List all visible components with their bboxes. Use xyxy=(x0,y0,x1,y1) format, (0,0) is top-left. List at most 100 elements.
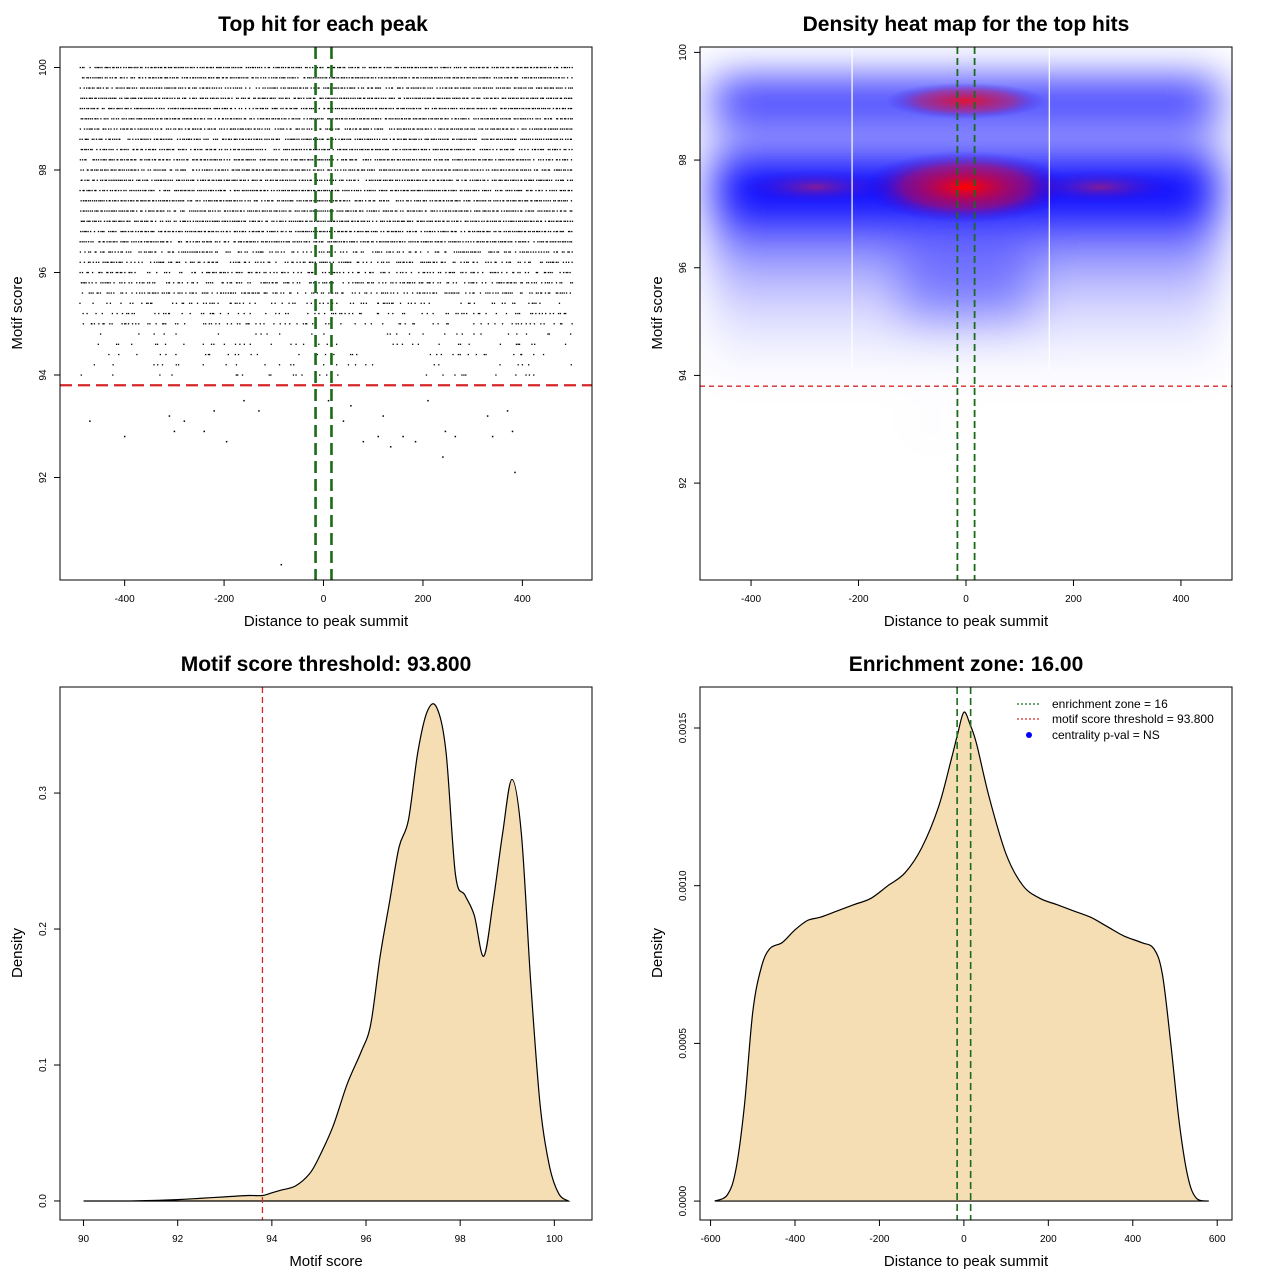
scatter-point xyxy=(159,353,161,356)
scatter-point xyxy=(140,87,142,89)
scatter-point xyxy=(86,220,88,222)
scatter-point xyxy=(156,107,158,110)
scatter-point xyxy=(80,200,82,202)
scatter-point xyxy=(416,77,418,79)
scatter-point xyxy=(85,200,88,202)
scatter-point xyxy=(521,251,524,253)
scatter-point xyxy=(290,128,292,130)
scatter-point xyxy=(507,87,509,89)
scatter-point xyxy=(460,271,462,274)
scatter-point xyxy=(282,128,285,130)
scatter-point xyxy=(216,241,218,243)
scatter-point xyxy=(215,271,217,274)
scatter-point xyxy=(372,282,375,284)
scatter-point xyxy=(203,312,205,315)
scatter-point xyxy=(200,189,203,192)
scatter-point xyxy=(454,230,456,233)
scatter-point xyxy=(370,118,373,120)
scatter-point xyxy=(112,374,114,376)
scatter-point xyxy=(129,66,131,69)
scatter-point xyxy=(151,302,153,304)
scatter-point xyxy=(318,118,320,120)
scatter-point xyxy=(563,271,565,274)
scatter-point xyxy=(121,312,124,315)
scatter-point xyxy=(289,128,291,130)
scatter-point xyxy=(115,261,118,263)
scatter-point xyxy=(303,210,305,212)
scatter-point xyxy=(384,138,386,140)
scatter-point xyxy=(94,77,96,79)
scatter-point xyxy=(467,189,470,192)
scatter-point xyxy=(352,282,354,284)
scatter-point xyxy=(501,159,503,161)
scatter-point xyxy=(555,220,558,222)
scatter-point xyxy=(343,87,346,89)
scatter-point xyxy=(527,251,529,253)
scatter-point xyxy=(294,179,297,181)
scatter-point xyxy=(119,77,122,79)
scatter-point xyxy=(374,230,377,233)
scatter-point xyxy=(121,230,124,233)
scatter-point xyxy=(100,220,102,222)
scatter-point xyxy=(521,148,523,151)
scatter-point xyxy=(455,220,458,222)
scatter-point xyxy=(265,107,267,110)
scatter-point xyxy=(316,353,319,356)
scatter-point xyxy=(225,179,228,181)
scatter-point xyxy=(121,97,123,99)
scatter-point xyxy=(182,302,185,304)
scatter-point xyxy=(177,77,179,79)
scatter-point xyxy=(131,343,133,345)
scatter-point xyxy=(140,118,143,120)
scatter-point xyxy=(211,312,214,315)
scatter-point xyxy=(245,159,247,161)
scatter-point xyxy=(197,210,199,212)
scatter-point xyxy=(556,148,558,151)
scatter-point xyxy=(321,179,323,181)
scatter-point xyxy=(278,118,280,120)
scatter-point xyxy=(329,282,331,284)
scatter-point xyxy=(347,220,350,222)
scatter-point xyxy=(507,282,509,284)
scatter-point xyxy=(457,87,459,89)
scatter-point xyxy=(535,77,538,79)
scatter-point xyxy=(555,179,557,181)
scatter-point xyxy=(189,312,191,315)
scatter-point xyxy=(113,107,115,110)
scatter-point xyxy=(306,210,308,212)
scatter-point xyxy=(523,169,526,171)
scatter-point xyxy=(450,189,452,192)
scatter-point xyxy=(543,251,545,253)
scatter-point xyxy=(208,323,210,325)
scatter-point xyxy=(396,271,398,274)
scatter-point xyxy=(437,97,440,99)
scatter-point xyxy=(101,179,104,181)
scatter-point xyxy=(159,118,162,120)
scatter-point xyxy=(127,241,129,243)
scatter-point xyxy=(216,200,218,202)
scatter-point xyxy=(317,159,319,161)
scatter-point xyxy=(524,261,526,263)
scatter-point xyxy=(260,251,263,253)
scatter-point xyxy=(265,118,267,120)
scatter-point xyxy=(384,159,386,161)
scatter-point xyxy=(554,148,557,151)
scatter-point xyxy=(540,138,543,140)
scatter-point xyxy=(224,169,227,171)
scatter-point xyxy=(493,138,495,140)
scatter-point xyxy=(269,271,271,274)
scatter-point xyxy=(262,77,265,79)
scatter-point xyxy=(571,87,573,89)
scatter-point xyxy=(89,66,91,69)
scatter-point xyxy=(119,282,121,284)
scatter-point xyxy=(141,302,143,304)
scatter-point xyxy=(440,241,442,243)
scatter-point xyxy=(334,241,337,243)
scatter-point xyxy=(454,159,456,161)
scatter-point xyxy=(441,159,443,161)
scatter-point xyxy=(164,189,167,192)
scatter-point xyxy=(367,282,369,284)
scatter-point xyxy=(170,107,172,110)
scatter-point xyxy=(383,220,385,222)
scatter-point xyxy=(143,87,145,89)
